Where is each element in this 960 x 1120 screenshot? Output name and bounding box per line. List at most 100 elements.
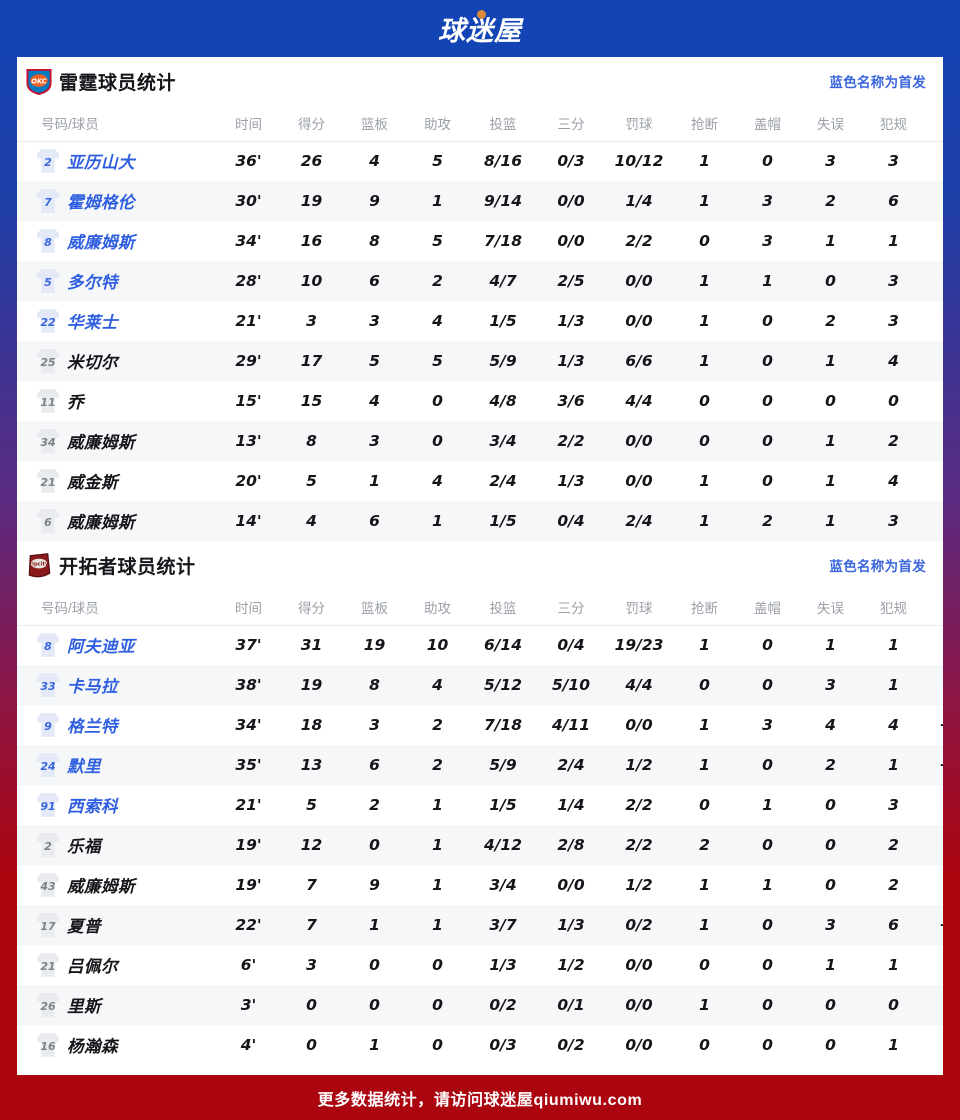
stat-three-pointers: 1/2	[557, 956, 585, 974]
stat-rebounds: 1	[343, 905, 406, 945]
stat-points: 5	[306, 472, 317, 490]
stat-points: 13	[280, 745, 343, 785]
stat-field-goals: 3/4	[489, 876, 517, 894]
stat-assists: 1	[406, 825, 469, 865]
team-header-blazers: ripcity 开拓者球员统计 蓝色名称为首发	[17, 541, 943, 589]
player-name[interactable]: 多尔特	[67, 273, 118, 292]
table-row[interactable]: 11 乔 15' 15 4 0 4/8 3/6 4/4 0 0 0 0 −2	[17, 381, 943, 421]
okc-thunder-logo-icon: OKC	[26, 68, 52, 95]
stat-field-goals: 0/3	[489, 1036, 517, 1054]
stat-rebounds: 19	[363, 636, 386, 655]
player-name[interactable]: 西索科	[67, 797, 118, 816]
player-name[interactable]: 亚历山大	[67, 153, 135, 173]
stat-plus-minus: −11	[925, 705, 943, 745]
table-row[interactable]: 2 亚历山大 36' 26 4 5 8/16 0/3 10/12 1 0 3 3 2	[17, 141, 943, 181]
column-header: 篮板	[343, 105, 406, 142]
player-name[interactable]: 华莱士	[67, 313, 118, 332]
table-row[interactable]: 21 威金斯 20' 5 1 4 2/4 1/3 0/0 1 0 1 4 9	[17, 461, 943, 501]
svg-text:ripcity: ripcity	[30, 561, 49, 567]
stat-blocks: 0	[736, 421, 799, 461]
player-name[interactable]: 夏普	[67, 917, 101, 936]
player-name[interactable]: 吕佩尔	[67, 957, 118, 976]
player-cell: 21 威金斯	[17, 461, 217, 501]
jersey-shape	[37, 673, 59, 697]
player-name[interactable]: 阿夫迪亚	[67, 637, 135, 657]
player-stats-table-blazers: 号码/球员时间得分篮板助攻投篮三分罚球抢断盖帽失误犯规+/-8阿夫迪亚37'31…	[17, 589, 943, 1065]
stat-minutes: 28'	[217, 261, 280, 301]
table-row[interactable]: 16 杨瀚森 4' 0 1 0 0/3 0/2 0/0 0 0 0 1 3	[17, 1025, 943, 1065]
jersey-number-badge-icon: 33	[37, 673, 59, 697]
stat-field-goals: 7/18	[483, 716, 523, 734]
player-name[interactable]: 威廉姆斯	[67, 433, 135, 452]
table-row[interactable]: 22 华莱士 21' 3 3 4 1/5 1/3 0/0 1 0 2 3 −2	[17, 301, 943, 341]
column-header: 时间	[217, 105, 280, 142]
player-name[interactable]: 卡马拉	[67, 677, 118, 696]
column-header: 助攻	[406, 105, 469, 142]
stat-free-throws: 4/4	[625, 392, 653, 410]
stat-points: 19	[280, 665, 343, 705]
stat-blocks: 1	[736, 261, 799, 301]
player-name[interactable]: 杨瀚森	[67, 1037, 118, 1056]
player-name[interactable]: 霍姆格伦	[67, 193, 135, 212]
stat-rebounds: 4	[369, 392, 380, 410]
stat-steals: 0	[699, 1036, 710, 1054]
portland-blazers-ripcity-logo-svg: ripcity	[28, 552, 51, 577]
player-cell: 34 威廉姆斯	[17, 421, 217, 461]
jersey-number: 21	[40, 960, 56, 973]
player-name[interactable]: 威金斯	[67, 473, 118, 492]
table-row[interactable]: 91 西索科 21' 5 2 1 1/5 1/4 2/2 0 1 0 3 7	[17, 785, 943, 825]
player-name[interactable]: 乐福	[67, 837, 101, 856]
stat-turnovers: 1	[799, 421, 862, 461]
stat-rebounds: 8	[369, 232, 380, 250]
stat-turnovers: 3	[825, 152, 836, 171]
stat-field-goals: 3/4	[469, 421, 537, 461]
player-name[interactable]: 米切尔	[67, 353, 118, 372]
jersey-shape	[37, 189, 59, 213]
stat-points: 7	[306, 876, 317, 894]
player-name[interactable]: 乔	[67, 393, 84, 412]
stat-turnovers: 3	[799, 905, 862, 945]
stat-free-throws: 0/0	[625, 956, 653, 974]
player-cell: 21 吕佩尔	[17, 945, 217, 985]
stat-fouls: 2	[862, 825, 925, 865]
player-name[interactable]: 威廉姆斯	[67, 513, 135, 532]
table-row[interactable]: 21 吕佩尔 6' 3 0 0 1/3 1/2 0/0 0 0 1 1 −8	[17, 945, 943, 985]
stat-steals: 1	[699, 636, 710, 655]
player-name[interactable]: 里斯	[67, 997, 101, 1016]
table-row[interactable]: 8 威廉姆斯 34' 16 8 5 7/18 0/0 2/2 0 3 1 1 12	[17, 221, 943, 261]
stat-points: 0	[306, 1036, 317, 1054]
stat-blocks: 0	[762, 312, 773, 330]
jersey-number-badge-icon: 16	[37, 1033, 59, 1057]
player-name[interactable]: 格兰特	[67, 717, 118, 736]
table-row[interactable]: 9 格兰特 34' 18 3 2 7/18 4/11 0/0 1 3 4 4 −11	[17, 705, 943, 745]
stat-field-goals: 6/14	[483, 636, 523, 655]
stat-turnovers: 1	[825, 636, 836, 655]
player-name[interactable]: 威廉姆斯	[67, 233, 135, 252]
stat-field-goals: 5/9	[469, 745, 537, 785]
stat-rebounds: 5	[343, 341, 406, 381]
jersey-number-badge-icon: 9	[37, 713, 59, 737]
player-name[interactable]: 威廉姆斯	[67, 877, 135, 896]
stat-free-throws: 4/4	[605, 665, 673, 705]
stat-three-pointers: 0/2	[557, 1036, 585, 1054]
column-header: 犯规	[862, 589, 925, 626]
player-name[interactable]: 默里	[67, 757, 101, 776]
stat-fouls: 3	[888, 312, 899, 330]
player-cell: 22 华莱士	[17, 301, 217, 341]
stat-fouls: 0	[888, 392, 899, 410]
stat-blocks: 1	[762, 796, 773, 814]
stat-plus-minus: −1	[925, 261, 943, 301]
table-row[interactable]: 43 威廉姆斯 19' 7 9 1 3/4 0/0 1/2 1 1 0 2 0	[17, 865, 943, 905]
stat-turnovers: 0	[825, 796, 836, 814]
